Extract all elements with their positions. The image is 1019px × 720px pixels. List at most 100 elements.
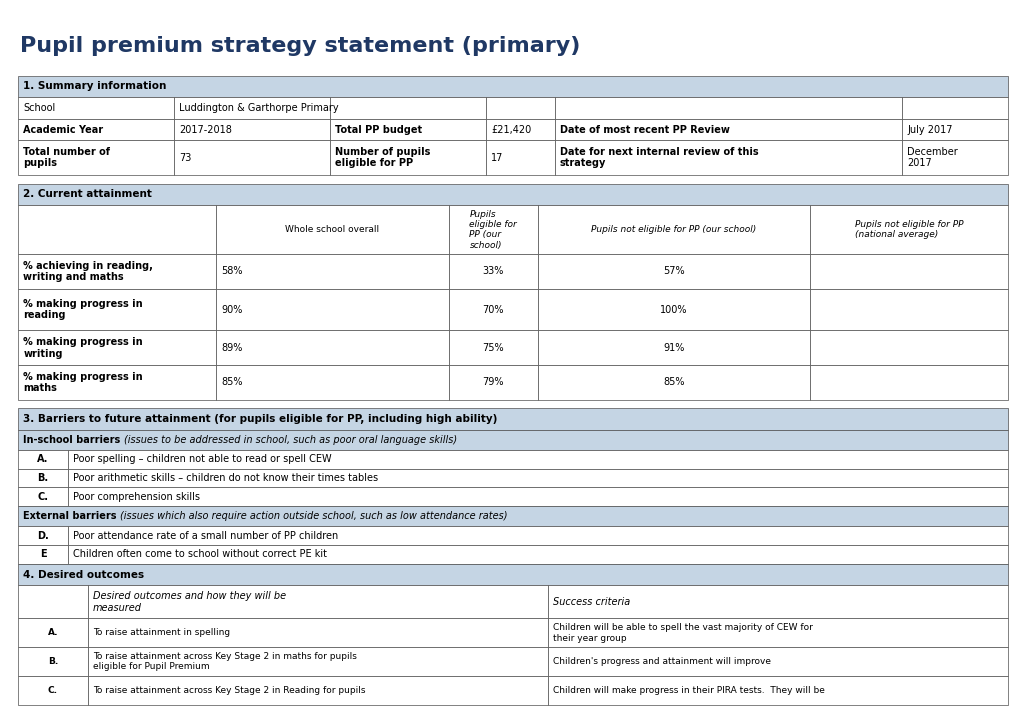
FancyBboxPatch shape bbox=[486, 97, 554, 119]
FancyBboxPatch shape bbox=[902, 140, 1007, 175]
Text: To raise attainment in spelling: To raise attainment in spelling bbox=[93, 629, 229, 637]
Text: Poor comprehension skills: Poor comprehension skills bbox=[73, 492, 200, 502]
FancyBboxPatch shape bbox=[68, 545, 1007, 564]
Text: 2017-2018: 2017-2018 bbox=[179, 125, 232, 135]
Text: 58%: 58% bbox=[221, 266, 243, 276]
FancyBboxPatch shape bbox=[547, 676, 1007, 705]
FancyBboxPatch shape bbox=[18, 647, 88, 676]
FancyBboxPatch shape bbox=[18, 487, 68, 506]
Text: % making progress in
reading: % making progress in reading bbox=[23, 299, 143, 320]
Text: £21,420: £21,420 bbox=[491, 125, 531, 135]
FancyBboxPatch shape bbox=[18, 205, 216, 254]
Text: Pupils not eligible for PP (our school): Pupils not eligible for PP (our school) bbox=[591, 225, 756, 234]
Text: 73: 73 bbox=[179, 153, 192, 163]
Text: Academic Year: Academic Year bbox=[23, 125, 104, 135]
FancyBboxPatch shape bbox=[18, 97, 174, 119]
FancyBboxPatch shape bbox=[547, 585, 1007, 618]
FancyBboxPatch shape bbox=[18, 545, 68, 564]
FancyBboxPatch shape bbox=[18, 450, 68, 469]
FancyBboxPatch shape bbox=[18, 526, 68, 545]
FancyBboxPatch shape bbox=[18, 254, 216, 289]
Text: To raise attainment across Key Stage 2 in maths for pupils
eligible for Pupil Pr: To raise attainment across Key Stage 2 i… bbox=[93, 652, 357, 671]
Text: Pupil premium strategy statement (primary): Pupil premium strategy statement (primar… bbox=[20, 36, 580, 56]
FancyBboxPatch shape bbox=[809, 254, 1007, 289]
FancyBboxPatch shape bbox=[68, 526, 1007, 545]
Text: D.: D. bbox=[37, 531, 49, 541]
Text: 17: 17 bbox=[491, 153, 503, 163]
FancyBboxPatch shape bbox=[330, 119, 486, 140]
Text: 33%: 33% bbox=[482, 266, 503, 276]
FancyBboxPatch shape bbox=[554, 119, 902, 140]
Text: C.: C. bbox=[38, 492, 49, 502]
Text: (issues to be addressed in school, such as poor oral language skills): (issues to be addressed in school, such … bbox=[124, 435, 457, 445]
Text: Poor attendance rate of a small number of PP children: Poor attendance rate of a small number o… bbox=[73, 531, 338, 541]
FancyBboxPatch shape bbox=[486, 140, 554, 175]
FancyBboxPatch shape bbox=[18, 618, 88, 647]
FancyBboxPatch shape bbox=[18, 76, 1007, 97]
FancyBboxPatch shape bbox=[216, 254, 448, 289]
Text: External barriers: External barriers bbox=[23, 511, 120, 521]
FancyBboxPatch shape bbox=[68, 469, 1007, 487]
FancyBboxPatch shape bbox=[18, 119, 174, 140]
Text: 70%: 70% bbox=[482, 305, 503, 315]
FancyBboxPatch shape bbox=[537, 330, 809, 365]
FancyBboxPatch shape bbox=[537, 205, 809, 254]
Text: Luddington & Garthorpe Primary: Luddington & Garthorpe Primary bbox=[179, 103, 338, 113]
Text: July 2017: July 2017 bbox=[907, 125, 952, 135]
Text: 79%: 79% bbox=[482, 377, 503, 387]
FancyBboxPatch shape bbox=[902, 119, 1007, 140]
Text: 90%: 90% bbox=[221, 305, 243, 315]
FancyBboxPatch shape bbox=[18, 140, 174, 175]
Text: 85%: 85% bbox=[662, 377, 684, 387]
FancyBboxPatch shape bbox=[448, 365, 537, 400]
FancyBboxPatch shape bbox=[216, 365, 448, 400]
Text: Children will make progress in their PIRA tests.  They will be: Children will make progress in their PIR… bbox=[552, 686, 823, 695]
Text: Date of most recent PP Review: Date of most recent PP Review bbox=[559, 125, 729, 135]
Text: Children often come to school without correct PE kit: Children often come to school without co… bbox=[73, 549, 327, 559]
Text: A.: A. bbox=[38, 454, 49, 464]
FancyBboxPatch shape bbox=[809, 205, 1007, 254]
FancyBboxPatch shape bbox=[537, 365, 809, 400]
FancyBboxPatch shape bbox=[448, 254, 537, 289]
FancyBboxPatch shape bbox=[537, 289, 809, 330]
FancyBboxPatch shape bbox=[18, 289, 216, 330]
FancyBboxPatch shape bbox=[486, 119, 554, 140]
Text: 4. Desired outcomes: 4. Desired outcomes bbox=[23, 570, 145, 580]
Text: (issues which also require action outside school, such as low attendance rates): (issues which also require action outsid… bbox=[120, 511, 507, 521]
Text: Date for next internal review of this
strategy: Date for next internal review of this st… bbox=[559, 147, 758, 168]
Text: Total PP budget: Total PP budget bbox=[335, 125, 422, 135]
Text: December
2017: December 2017 bbox=[907, 147, 957, 168]
FancyBboxPatch shape bbox=[88, 647, 547, 676]
FancyBboxPatch shape bbox=[902, 97, 1007, 119]
Text: E: E bbox=[40, 549, 46, 559]
Text: Pupils
eligible for
PP (our
school): Pupils eligible for PP (our school) bbox=[469, 210, 517, 250]
Text: % making progress in
maths: % making progress in maths bbox=[23, 372, 143, 393]
Text: 3. Barriers to future attainment (for pupils eligible for PP, including high abi: 3. Barriers to future attainment (for pu… bbox=[23, 414, 497, 424]
Text: 100%: 100% bbox=[659, 305, 687, 315]
Text: Whole school overall: Whole school overall bbox=[285, 225, 379, 234]
Text: Total number of
pupils: Total number of pupils bbox=[23, 147, 110, 168]
Text: 89%: 89% bbox=[221, 343, 243, 353]
FancyBboxPatch shape bbox=[216, 289, 448, 330]
FancyBboxPatch shape bbox=[174, 140, 330, 175]
FancyBboxPatch shape bbox=[547, 618, 1007, 647]
FancyBboxPatch shape bbox=[18, 506, 1007, 526]
FancyBboxPatch shape bbox=[809, 330, 1007, 365]
FancyBboxPatch shape bbox=[18, 408, 1007, 430]
FancyBboxPatch shape bbox=[448, 330, 537, 365]
FancyBboxPatch shape bbox=[174, 119, 330, 140]
Text: Desired outcomes and how they will be
measured: Desired outcomes and how they will be me… bbox=[93, 591, 285, 613]
Text: C.: C. bbox=[48, 686, 58, 695]
Text: 85%: 85% bbox=[221, 377, 243, 387]
FancyBboxPatch shape bbox=[88, 585, 547, 618]
FancyBboxPatch shape bbox=[18, 330, 216, 365]
FancyBboxPatch shape bbox=[88, 676, 547, 705]
FancyBboxPatch shape bbox=[18, 585, 88, 618]
Text: 91%: 91% bbox=[662, 343, 684, 353]
FancyBboxPatch shape bbox=[216, 205, 448, 254]
Text: Number of pupils
eligible for PP: Number of pupils eligible for PP bbox=[335, 147, 430, 168]
Text: 1. Summary information: 1. Summary information bbox=[23, 81, 167, 91]
Text: 75%: 75% bbox=[482, 343, 503, 353]
Text: 57%: 57% bbox=[662, 266, 684, 276]
FancyBboxPatch shape bbox=[174, 97, 330, 119]
